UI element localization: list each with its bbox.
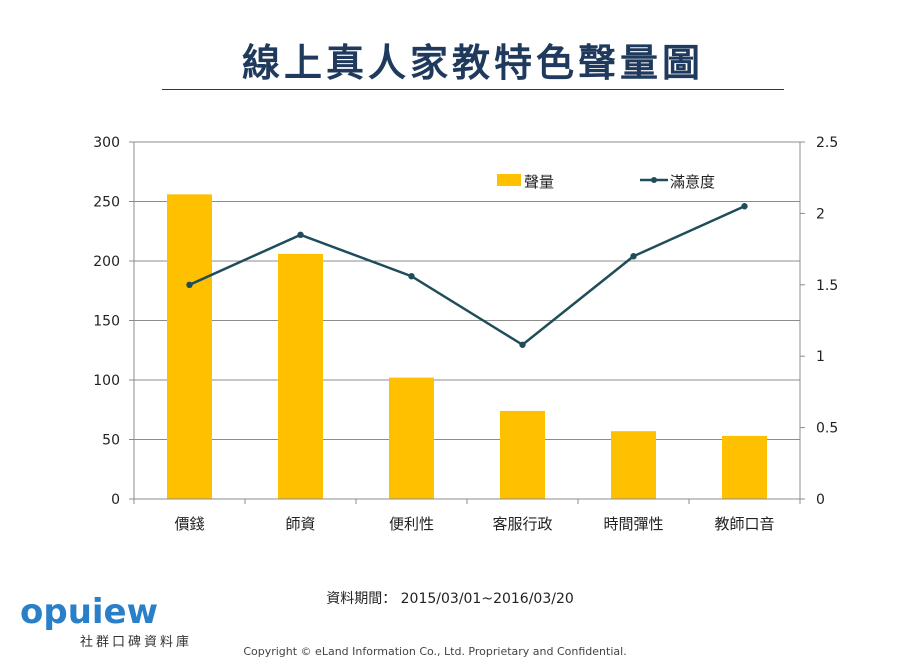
y-right-tick-label-3: 1.5 xyxy=(816,278,838,294)
combo-chart: 0 50 100 150 200 250 300 0 0.5 1 1.5 2 2.5 價錢 師資 便利性 客服… xyxy=(93,135,838,533)
line-series-path xyxy=(188,205,746,347)
bar-1 xyxy=(278,253,323,499)
y-left-tick-label-0: 0 xyxy=(111,492,120,508)
y-right-tick-label-2: 1 xyxy=(816,349,825,365)
y-left-tick-label-3: 150 xyxy=(93,314,120,330)
opview-logo: opuiew 社群口碑資料庫 xyxy=(20,595,200,650)
line-point-1 xyxy=(297,231,304,239)
line-point-0 xyxy=(186,281,193,288)
category-label-5: 教師口音 xyxy=(714,515,774,533)
legend-swatch-marker xyxy=(651,177,657,183)
legend-label-line: 滿意度 xyxy=(670,173,715,191)
bar-series xyxy=(167,194,767,500)
line-point-4 xyxy=(630,253,637,260)
data-period: 資料期間： 2015/03/01~2016/03/20 xyxy=(326,591,574,607)
category-label-1: 師資 xyxy=(285,515,315,533)
axes xyxy=(129,141,805,504)
category-label-3: 客服行政 xyxy=(492,515,552,533)
y-right-tick-label-4: 2 xyxy=(816,206,825,222)
bar-3 xyxy=(500,410,545,499)
y-left-tick-label-1: 50 xyxy=(102,433,120,449)
bar-5 xyxy=(722,435,767,499)
legend-swatch-bar xyxy=(497,174,521,186)
copyright-text: Copyright © eLand Information Co., Ltd. … xyxy=(243,645,627,658)
y-right-tick-label-0: 0 xyxy=(816,492,825,508)
y-left-tick-label-4: 200 xyxy=(93,254,120,270)
logo-wordmark: opuiew xyxy=(20,592,159,632)
bar-0 xyxy=(167,194,212,500)
category-label-0: 價錢 xyxy=(174,515,204,533)
legend: 聲量 滿意度 xyxy=(497,173,715,191)
title-underline xyxy=(162,89,784,90)
bar-2 xyxy=(389,377,434,499)
legend-label-bar: 聲量 xyxy=(524,173,554,191)
bar-4 xyxy=(611,431,656,499)
category-label-4: 時間彈性 xyxy=(603,515,663,533)
y-right-tick-label-1: 0.5 xyxy=(816,421,838,437)
logo-subtitle: 社群口碑資料庫 xyxy=(80,635,193,650)
line-point-3 xyxy=(519,341,526,348)
line-point-2 xyxy=(408,273,415,280)
y-left-tick-label-5: 250 xyxy=(93,195,120,211)
y-left-tick-label-2: 100 xyxy=(93,373,120,389)
category-labels: 價錢 師資 便利性 客服行政 時間彈性 教師口音 xyxy=(174,515,774,533)
category-label-2: 便利性 xyxy=(389,515,434,533)
line-point-5 xyxy=(741,203,748,210)
line-series xyxy=(186,203,748,348)
tick-labels: 0 50 100 150 200 250 300 0 0.5 1 1.5 2 2.5 xyxy=(93,135,838,508)
y-right-tick-label-5: 2.5 xyxy=(816,135,838,151)
y-left-tick-label-6: 300 xyxy=(93,135,120,151)
chart-title: 線上真人家教特色聲量圖 xyxy=(241,41,704,85)
